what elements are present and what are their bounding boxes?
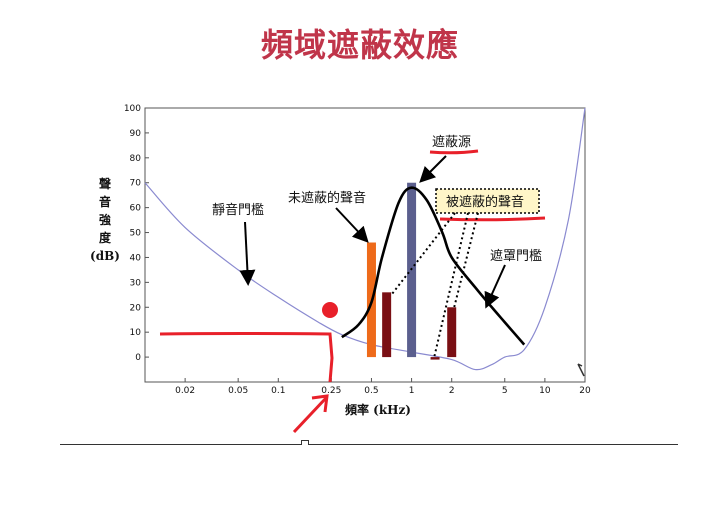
x-tick-label: 0.02 xyxy=(175,386,195,396)
bar-masked xyxy=(430,357,440,360)
y-tick-label: 100 xyxy=(124,104,141,114)
annotation-masked: 被遮蔽的聲音 xyxy=(446,194,524,210)
x-tick-label: 5 xyxy=(502,386,508,396)
bar-masked xyxy=(447,307,457,358)
x-tick-label: 0.25 xyxy=(321,386,341,396)
x-tick-label: 1 xyxy=(409,386,415,396)
slide-title: 頻域遮蔽效應 xyxy=(260,26,459,64)
y-tick-label: 40 xyxy=(130,253,142,263)
annotation-quiet-threshold: 靜音門檻 xyxy=(212,202,264,218)
x-tick-label: 10 xyxy=(539,386,551,396)
red-highlight-line xyxy=(159,332,334,383)
underline-masked xyxy=(439,216,546,222)
x-tick-label: 20 xyxy=(579,386,591,396)
annotation-mask-threshold: 遮罩門檻 xyxy=(490,248,542,264)
footer-divider xyxy=(60,444,678,445)
y-axis-label-char: 音 xyxy=(99,194,111,209)
y-tick-label: 10 xyxy=(130,328,142,338)
y-tick-label: 80 xyxy=(130,154,142,164)
y-axis-label-char: 度 xyxy=(99,230,112,245)
arrow-mask-threshold xyxy=(484,264,506,309)
annotation-unmasked: 未遮蔽的聲音 xyxy=(288,190,366,206)
underline-masker xyxy=(429,149,479,155)
y-axis-label-char: 強 xyxy=(99,212,111,227)
y-tick-label: 60 xyxy=(130,204,142,214)
y-tick-label: 50 xyxy=(130,229,142,239)
y-tick-label: 20 xyxy=(130,303,142,313)
y-tick-label: 0 xyxy=(135,353,141,363)
plot-frame xyxy=(144,107,586,383)
footer-notch xyxy=(301,440,309,445)
cursor-icon xyxy=(577,363,585,377)
red-arrow-head xyxy=(311,394,329,413)
quiet-threshold-curve xyxy=(144,107,586,371)
axis-ticks: 0 10 20 30 40 50 60 70 80 90 100 0.02 0.05 0.1 0.25 0.5… xyxy=(124,104,591,396)
red-dot xyxy=(322,302,338,318)
y-axis-label-char: (dB) xyxy=(90,249,120,263)
arrow-masker xyxy=(419,155,447,183)
red-arrow xyxy=(292,396,328,434)
arrow-unmasked xyxy=(335,207,369,243)
bar-masked xyxy=(382,292,392,358)
x-tick-label: 0.5 xyxy=(364,386,378,396)
y-tick-label: 90 xyxy=(130,129,142,139)
x-tick-label: 0.1 xyxy=(271,386,285,396)
masked-label-box xyxy=(435,188,540,214)
y-tick-label: 30 xyxy=(130,278,142,288)
x-tick-label: 0.05 xyxy=(228,386,248,396)
x-tick-label: 2 xyxy=(449,386,455,396)
dotted-pointer-1 xyxy=(391,212,456,295)
y-tick-label: 70 xyxy=(130,179,142,189)
x-axis-label: 頻率 (kHz) xyxy=(345,402,411,417)
y-axis-label-char: 聲 xyxy=(99,176,111,191)
annotation-masker: 遮蔽源 xyxy=(432,134,471,150)
dotted-pointer-3 xyxy=(453,212,479,309)
arrow-quiet xyxy=(239,221,256,286)
